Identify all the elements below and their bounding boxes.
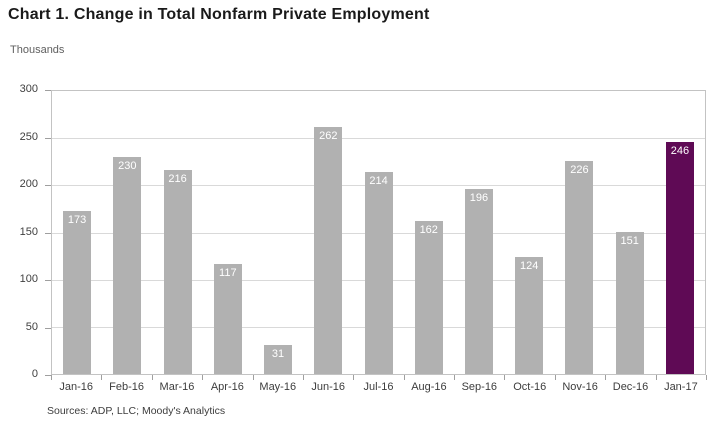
bar-value-label: 226 (570, 163, 589, 176)
bar-value-label: 216 (168, 173, 187, 186)
y-tick-label: 150 (19, 225, 38, 238)
y-tick-label: 100 (19, 273, 38, 285)
source-note: Sources: ADP, LLC; Moody's Analytics (47, 405, 226, 417)
bar-cell-Sep-16: 196 (454, 91, 504, 374)
bars-row: 173 230 216 117 31 262 214 162 196 124 226 151 246 (52, 91, 705, 374)
y-tick-mark (45, 90, 51, 91)
bar-Dec-16: 151 (615, 231, 644, 374)
y-tick-mark (45, 375, 51, 376)
x-tick-label-Mar-16: Mar-16 (159, 381, 195, 393)
bar-May-16: 31 (264, 344, 293, 374)
bar-cell-Apr-16: 117 (203, 91, 253, 374)
bar-Oct-16: 124 (515, 257, 544, 374)
x-tick-label-Sep-16: Sep-16 (461, 381, 498, 393)
bar-cell-Mar-16: 216 (152, 91, 202, 374)
x-tick-mark (353, 375, 355, 380)
y-axis-unit-label: Thousands (10, 44, 65, 56)
bar-cell-Dec-16: 151 (605, 91, 655, 374)
x-tick-mark (706, 375, 707, 380)
bar-Sep-16: 196 (464, 189, 493, 374)
x-tick-mark (605, 375, 607, 380)
x-tick-mark (101, 375, 103, 380)
x-tick-label-Jun-16: Jun-16 (311, 381, 345, 393)
x-tick-mark (454, 375, 456, 380)
bar-cell-May-16: 31 (253, 91, 303, 374)
y-tick-mark (45, 280, 51, 281)
bar-Nov-16: 226 (565, 160, 594, 374)
y-tick-mark (45, 327, 51, 329)
chart-title: Chart 1. Change in Total Nonfarm Private… (8, 6, 430, 23)
bar-cell-Oct-16: 124 (504, 91, 554, 374)
bar-value-label: 246 (670, 144, 690, 157)
x-tick-label-Jan-16: Jan-16 (59, 381, 94, 393)
x-tick-mark (302, 375, 304, 380)
bar-value-label: 173 (67, 213, 87, 226)
x-tick-label-Oct-16: Oct-16 (513, 381, 547, 393)
x-tick-mark (554, 375, 556, 380)
y-tick-label: 0 (31, 368, 38, 380)
x-tick-mark (202, 375, 204, 380)
bar-value-label: 196 (469, 192, 489, 205)
y-tick-label: 50 (25, 320, 38, 333)
bar-Mar-16: 216 (163, 170, 192, 374)
x-tick-label-Jan-17: Jan-17 (664, 381, 698, 393)
x-tick-label-Aug-16: Aug-16 (411, 381, 447, 393)
x-tick-mark (151, 375, 153, 380)
x-tick-label-Nov-16: Nov-16 (562, 381, 598, 393)
y-tick-label: 200 (19, 178, 38, 190)
y-tick-mark (45, 137, 51, 139)
x-tick-label-Feb-16: Feb-16 (109, 381, 145, 393)
bar-value-label: 162 (419, 224, 438, 237)
bar-value-label: 262 (319, 129, 338, 142)
bar-Jan-16: 173 (63, 210, 92, 374)
bar-value-label: 151 (620, 234, 639, 247)
x-tick-mark (403, 375, 405, 380)
bar-Apr-16: 117 (213, 263, 242, 374)
bar-Jul-16: 214 (364, 172, 393, 374)
bar-cell-Nov-16: 226 (554, 91, 604, 374)
x-tick-mark (655, 375, 657, 380)
x-tick-mark (504, 375, 506, 380)
bar-Aug-16: 162 (414, 221, 443, 374)
bar-value-label: 31 (271, 347, 285, 360)
bar-value-label: 214 (369, 175, 388, 188)
y-tick-label: 250 (19, 130, 38, 143)
bar-Jun-16: 262 (314, 126, 343, 374)
bar-value-label: 230 (118, 160, 137, 173)
x-tick-label-Apr-16: Apr-16 (210, 381, 244, 393)
bar-cell-Jan-17: 246 (655, 91, 705, 374)
bar-cell-Aug-16: 162 (404, 91, 454, 374)
x-axis-tick-labels: Jan-16 Feb-16 Mar-16 Apr-16 May-16 Jun-16 Jul-… (51, 381, 706, 393)
gridline (52, 138, 705, 140)
y-tick-mark (45, 232, 51, 234)
bar-cell-Jan-16: 173 (52, 91, 102, 374)
x-tick-label-Dec-16: Dec-16 (612, 381, 649, 393)
bar-cell-Feb-16: 230 (102, 91, 152, 374)
x-tick-label-Jul-16: Jul-16 (363, 381, 394, 393)
bar-Jan-17: 246 (665, 141, 694, 374)
x-tick-mark (51, 375, 52, 380)
bar-value-label: 124 (520, 260, 539, 273)
x-tick-mark (252, 375, 254, 380)
bar-cell-Jul-16: 214 (353, 91, 403, 374)
bar-Feb-16: 230 (113, 157, 142, 374)
y-tick-label: 300 (19, 83, 38, 95)
y-tick-mark (45, 185, 51, 186)
plot-area: 173 230 216 117 31 262 214 162 196 124 226 151 246 (51, 90, 706, 375)
bar-cell-Jun-16: 262 (303, 91, 353, 374)
bar-value-label: 117 (219, 266, 237, 279)
x-tick-label-May-16: May-16 (259, 381, 297, 393)
